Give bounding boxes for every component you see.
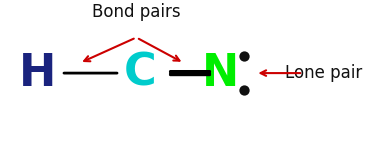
- Point: [241, 89, 247, 91]
- Text: Bond pairs: Bond pairs: [92, 3, 181, 21]
- Text: N: N: [202, 52, 239, 95]
- Text: C: C: [124, 52, 156, 95]
- Text: H: H: [19, 52, 56, 95]
- Text: Lone pair: Lone pair: [285, 64, 362, 82]
- Point: [241, 55, 247, 57]
